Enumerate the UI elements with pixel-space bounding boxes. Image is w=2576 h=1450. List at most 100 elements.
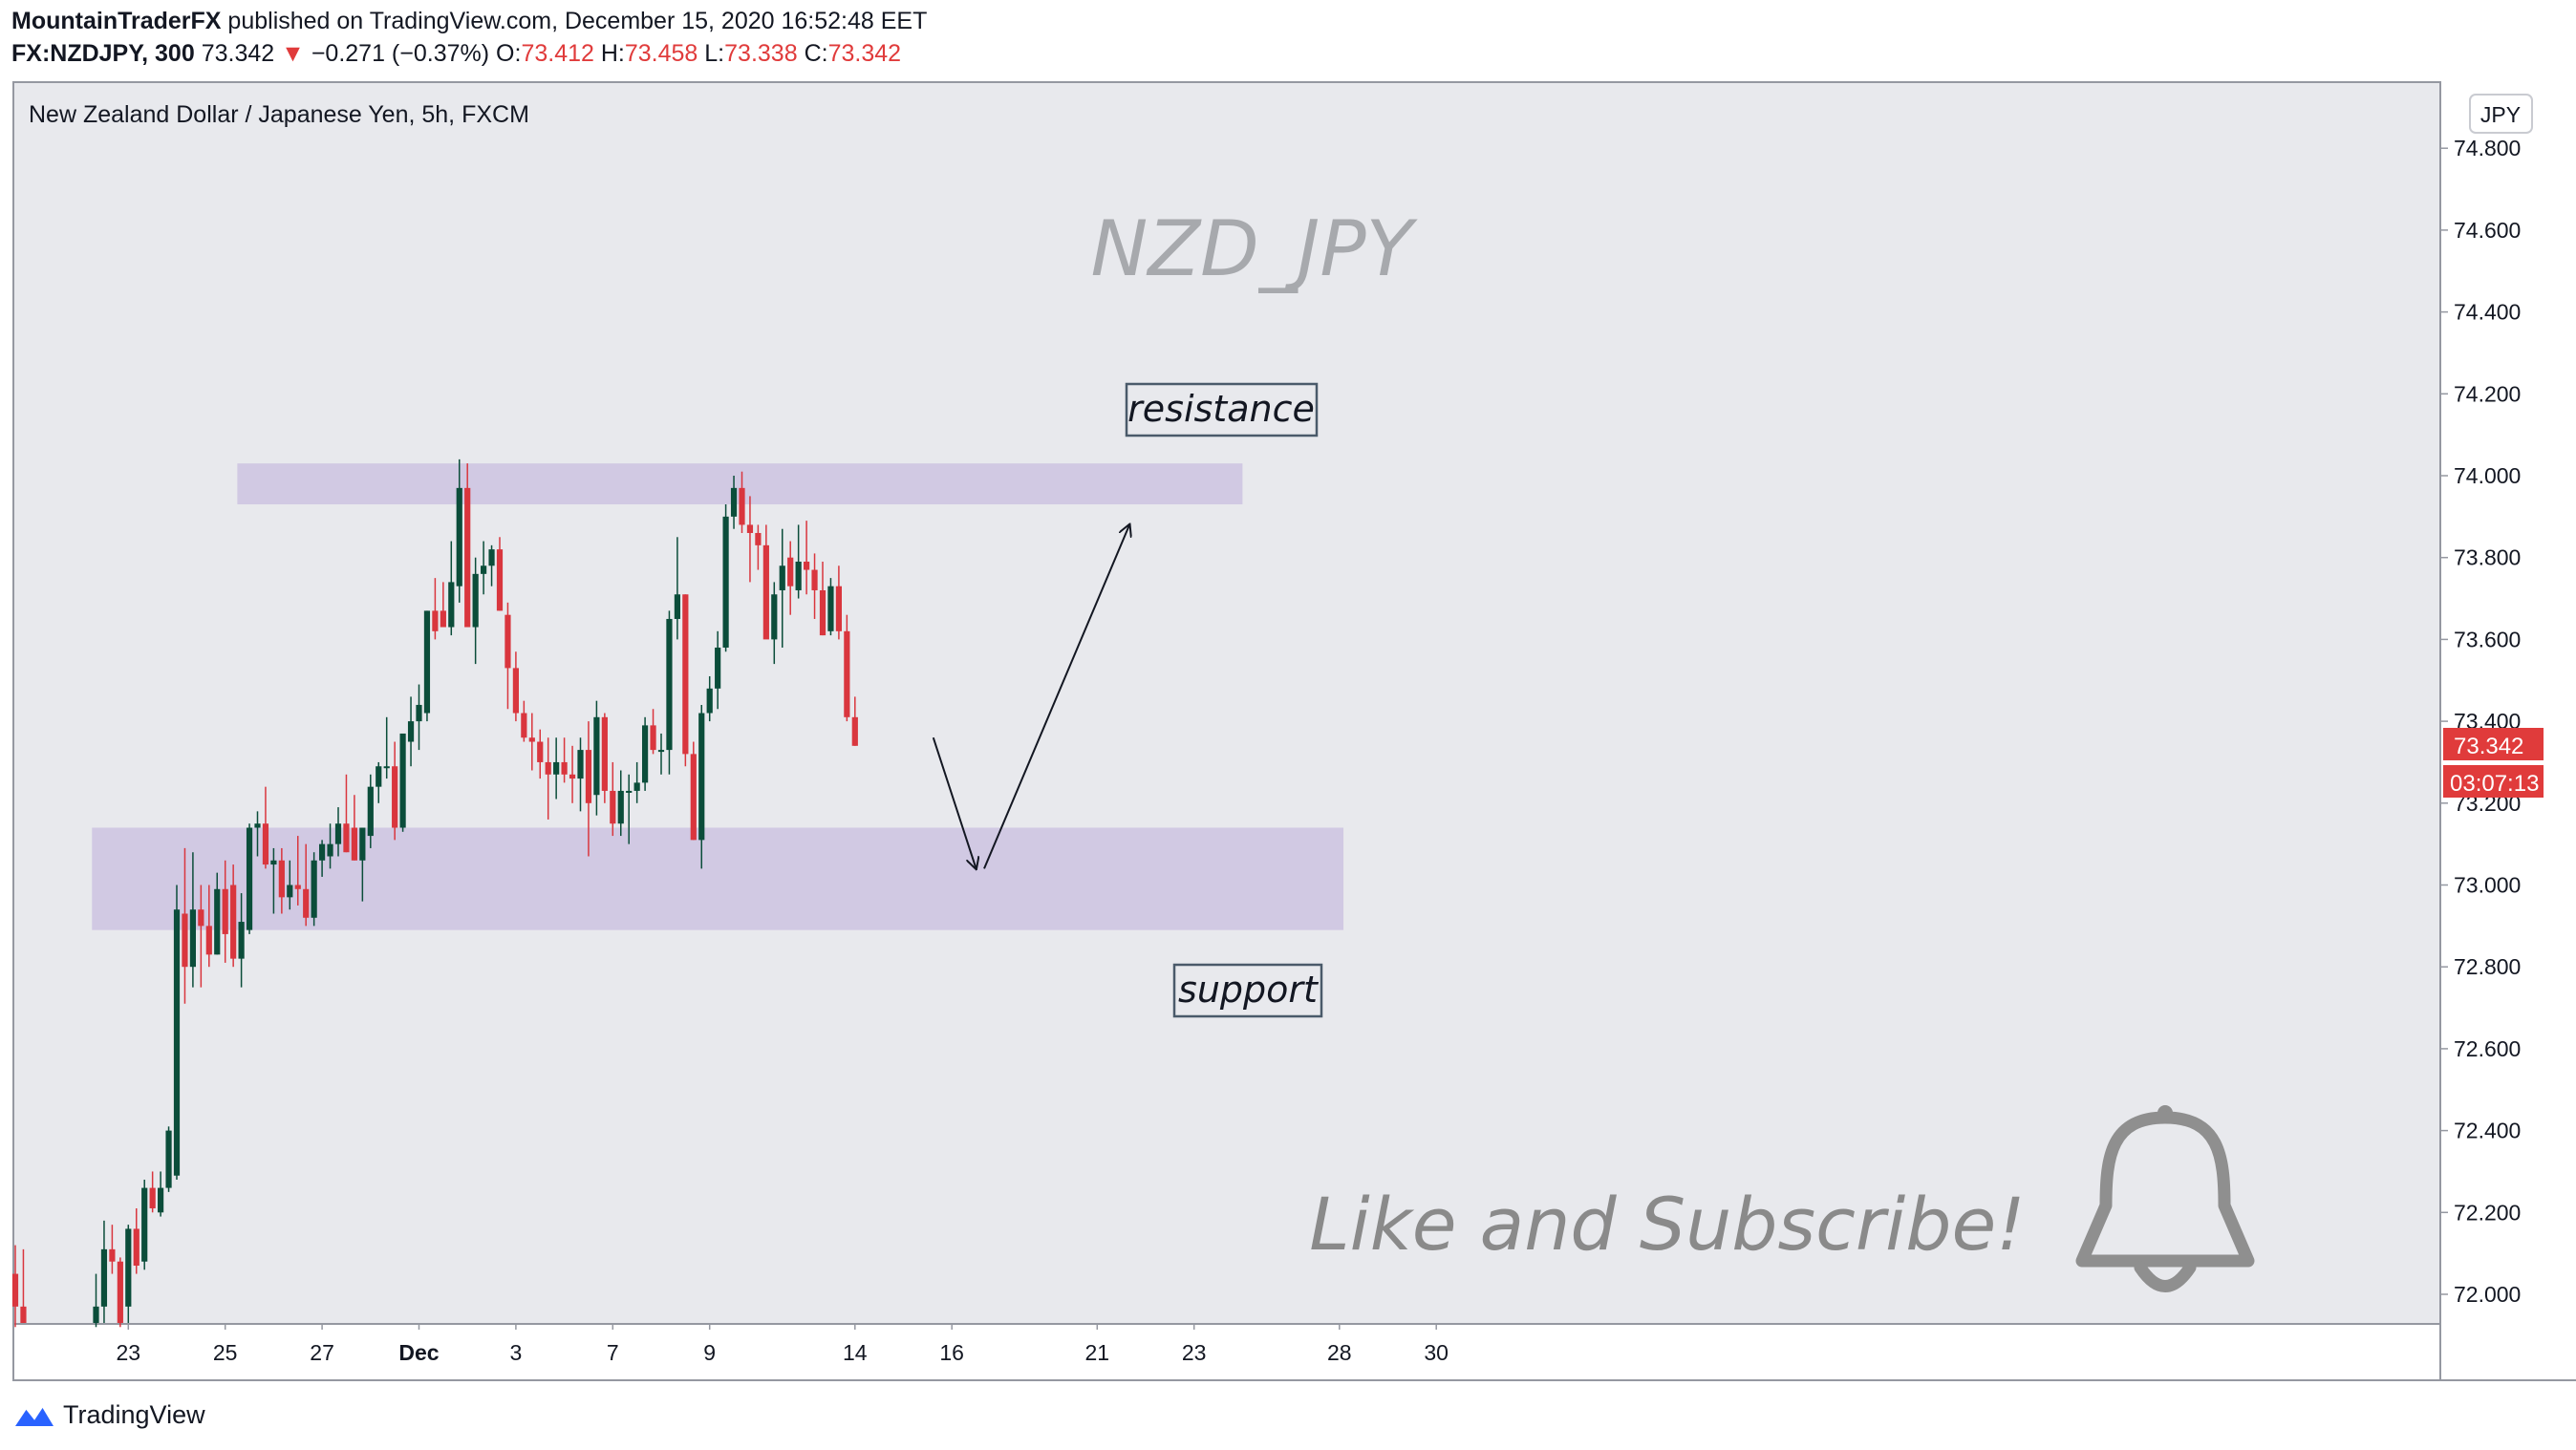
candle-body [359,827,366,861]
candle [706,675,713,722]
author-name[interactable]: MountainTraderFX [11,8,222,34]
resistance-label[interactable]: resistance [1125,382,1319,437]
candle [359,827,366,902]
currency-badge-text: JPY [2480,102,2521,127]
candle-body [585,750,592,803]
candle [746,496,754,583]
candle-body [577,750,584,779]
projection-arrow-up[interactable] [983,524,1129,869]
candle-body [512,668,519,714]
candle-body [383,766,390,769]
time-axis[interactable]: 23 25 27 Dec 3 7 9 14 16 21 23 28 30 [117,1324,1449,1365]
candle-body [238,922,245,959]
candle-body [472,573,479,628]
high-label: H: [600,40,625,67]
candle-body [561,761,568,775]
candle [432,578,439,640]
candle-body [811,569,818,590]
support-zone[interactable] [92,827,1344,930]
candle-body [399,733,406,828]
candle-body [835,586,842,631]
tradingview-footer[interactable]: TradingView [13,1400,205,1430]
projection-arrow-down[interactable] [932,736,977,868]
time-tick-label: 14 [843,1340,868,1365]
candle [528,713,535,771]
candle [367,774,374,848]
candle [504,602,511,710]
candle-body [158,1187,164,1213]
price-axis[interactable]: 72.00072.20072.40072.60072.80073.00073.2… [2440,136,2521,1307]
candle [311,852,317,927]
candle-body [755,532,762,545]
candle-body [189,909,196,968]
candle [715,630,721,710]
candle-body [715,647,721,689]
candle-body [303,888,310,918]
candle-body [537,741,544,762]
candle [650,709,656,755]
candle-body [230,885,237,959]
candle [553,737,560,800]
candle [278,847,285,914]
candle [804,521,810,595]
candle-body [100,1248,108,1307]
candle [238,893,245,988]
time-tick-label: 21 [1085,1340,1110,1365]
candle-body [504,614,511,669]
candle-body [762,544,769,640]
candle [182,847,188,1004]
candle-body [133,1228,140,1267]
candle-body [376,766,382,787]
candle-body [448,582,455,628]
candle-body [407,721,415,742]
candle-body [109,1248,116,1262]
candle [262,786,269,869]
candle [481,541,487,595]
candle [109,1225,116,1274]
currency-badge[interactable]: JPY [2469,94,2533,134]
candle [771,582,778,665]
candle-body [416,704,422,722]
candle-body [93,1306,99,1323]
candle-body [246,827,253,930]
candle [779,528,785,648]
candle [343,774,350,853]
candle-body [690,754,697,841]
candle [819,561,826,636]
candle-body [746,524,754,533]
candle-body [334,823,342,844]
candle [811,553,818,619]
candle-body [730,487,738,517]
candle [327,823,333,869]
candle [488,544,495,586]
candle-body [464,487,471,628]
low-value: 73.338 [724,40,798,67]
candle-body [787,557,794,586]
price-tick-label: 74.400 [2454,300,2521,325]
candle [198,885,204,988]
candle [376,761,382,803]
candle-body [851,716,858,746]
candle [610,761,616,837]
support-label[interactable]: support [1172,963,1323,1018]
last-price-tag-text: 73.342 [2454,734,2523,759]
candle [334,807,342,857]
like-subscribe-text: Like and Subscribe! [1309,1182,2025,1267]
candle-body [521,713,527,738]
candle-body [642,725,649,783]
candle [521,700,527,742]
candles-layer [11,458,858,1328]
time-tick-label: 27 [310,1340,334,1365]
resistance-label-text: resistance [1127,388,1315,430]
candle [423,610,431,722]
candle [287,860,293,910]
candle-body [456,487,462,586]
low-label: L: [704,40,725,67]
candle-body [545,761,551,775]
candle [20,1248,27,1323]
candle [294,836,301,906]
candle-body [262,823,269,865]
candle-body [11,1273,19,1307]
candle [464,463,471,628]
